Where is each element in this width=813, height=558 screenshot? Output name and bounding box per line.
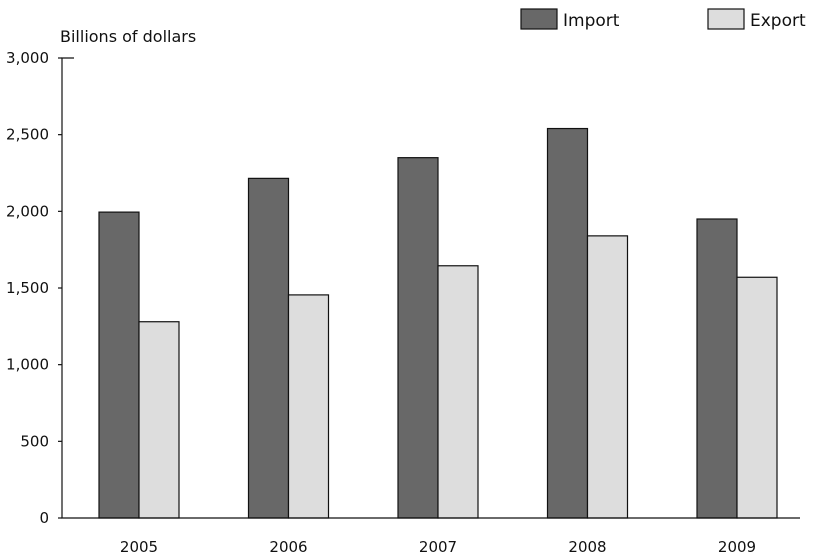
bar-import-2006 — [247, 177, 290, 519]
x-tick-label: 2006 — [269, 538, 307, 556]
y-tick-label: 1,500 — [6, 279, 49, 297]
x-tick-label: 2007 — [419, 538, 457, 556]
x-tick-label: 2009 — [718, 538, 756, 556]
bar-import-2005 — [98, 211, 140, 519]
legend-swatch-export — [707, 8, 745, 30]
y-axis-title: Billions of dollars — [60, 27, 196, 46]
legend-label-export: Export — [750, 11, 806, 31]
bar-export-2006 — [287, 294, 330, 519]
bar-import-2008 — [546, 127, 589, 519]
y-tick-label: 2,500 — [6, 126, 49, 144]
x-tick-label: 2005 — [120, 538, 158, 556]
bar-import-2007 — [397, 157, 439, 519]
legend-swatch-import — [520, 8, 558, 30]
y-tick-label: 0 — [39, 509, 49, 527]
y-axis-ticks: 0 500 1,000 1,500 2,000 2,500 3,000 — [6, 49, 62, 527]
bars — [98, 127, 778, 519]
bar-import-2009 — [696, 218, 738, 519]
legend: Import Export — [520, 8, 806, 31]
x-axis-ticks: 2005 2006 2007 2008 2009 — [120, 538, 756, 556]
bar-export-2005 — [138, 321, 180, 519]
y-tick-label: 2,000 — [6, 202, 49, 220]
x-tick-label: 2008 — [568, 538, 606, 556]
axes — [61, 57, 800, 519]
y-tick-label: 3,000 — [6, 49, 49, 67]
bar-export-2009 — [736, 276, 778, 519]
y-tick-label: 1,000 — [6, 356, 49, 374]
y-tick-label: 500 — [20, 432, 49, 450]
bar-export-2007 — [437, 265, 479, 519]
bar-export-2008 — [586, 235, 629, 519]
legend-label-import: Import — [563, 11, 620, 31]
